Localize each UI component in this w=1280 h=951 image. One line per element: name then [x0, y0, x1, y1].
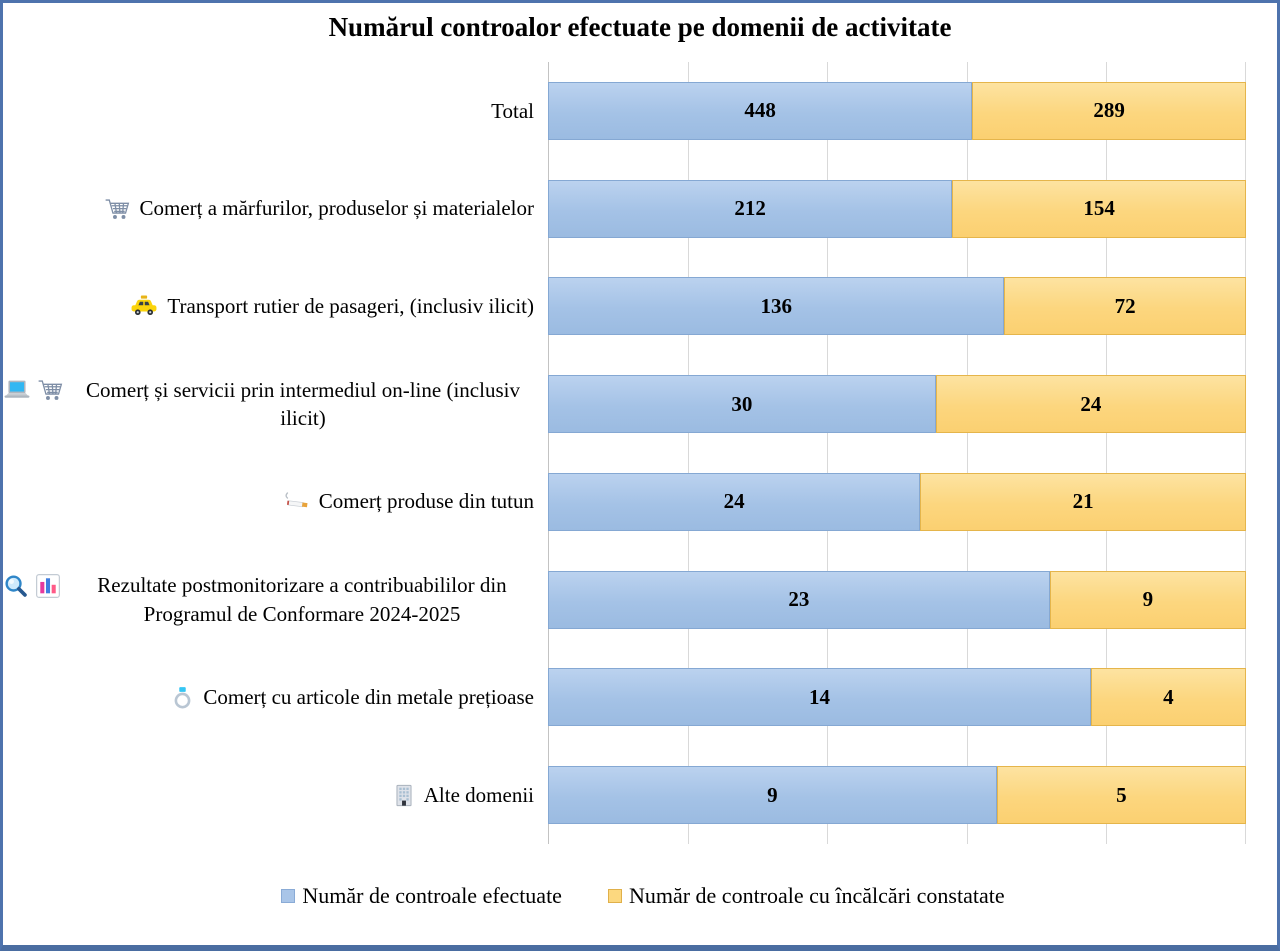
value-label: 9 [767, 782, 778, 807]
chart-title: Numărul controalor efectuate pe domenii … [328, 12, 952, 42]
stacked-bar: 24 21 [548, 472, 1246, 531]
chart-row-postmonitorizare: Rezultate postmonitorizare a contribuabi… [3, 551, 1277, 649]
legend-swatch-blue [281, 889, 296, 903]
bar-band: 448 289 [548, 81, 1246, 140]
chart-row-alte-domenii: Alte domenii 9 5 [3, 746, 1277, 844]
value-label: 72 [1114, 293, 1136, 318]
bar-band: 136 72 [548, 277, 1246, 336]
bar-segment-incalcari: 21 [920, 472, 1246, 531]
bar-segment-efectuate: 136 [548, 277, 1005, 336]
bar-band: 24 21 [548, 472, 1246, 531]
chart-row-comert-marfuri: Comerț a mărfurilor, produselor și mater… [3, 160, 1277, 258]
gridlines [548, 62, 1246, 844]
value-label: 212 [734, 196, 766, 221]
gridline-20 [687, 62, 689, 844]
category-icons [3, 376, 63, 405]
category-label: Comerț cu articole din metale prețioase [3, 683, 548, 712]
bar-segment-efectuate: 30 [548, 375, 936, 434]
stacked-bar: 136 72 [548, 277, 1246, 336]
stacked-bar: 14 4 [548, 668, 1246, 727]
value-label: 21 [1072, 489, 1094, 514]
bar-segment-incalcari: 154 [952, 179, 1246, 238]
category-icons [393, 781, 415, 810]
chart-row-tutun: Comerț produse din tutun 24 21 [3, 453, 1277, 551]
category-label: Transport rutier de pasageri, (inclusiv … [3, 292, 548, 321]
bar-segment-efectuate: 9 [548, 766, 997, 825]
category-icons [171, 683, 194, 712]
legend-swatch-yellow [607, 889, 622, 903]
gridline-80 [1106, 62, 1108, 844]
plot-area: Total 448 289 [3, 62, 1277, 844]
value-label: 289 [1093, 98, 1125, 123]
category-icons [282, 487, 310, 516]
bar-segment-incalcari: 24 [935, 375, 1246, 434]
value-label: 14 [808, 684, 830, 709]
office-building-icon [396, 784, 412, 806]
gridline-100 [1245, 62, 1246, 844]
bar-segment-efectuate: 448 [548, 81, 973, 140]
ring-icon [174, 687, 191, 709]
category-label: Total [491, 98, 534, 123]
bar-band: 212 154 [548, 179, 1246, 238]
gridline-60 [966, 62, 968, 844]
chart-row-metale-pretioase: Comerț cu articole din metale prețioase … [3, 649, 1277, 747]
stacked-bar: 448 289 [548, 81, 1246, 140]
bar-segment-incalcari: 72 [1004, 277, 1246, 336]
category-label: Comerț a mărfurilor, produselor și mater… [3, 194, 548, 223]
bar-segment-incalcari: 4 [1090, 668, 1246, 727]
value-label: 24 [723, 489, 745, 514]
value-label: 4 [1163, 684, 1174, 709]
stacked-bar: 23 9 [548, 570, 1246, 629]
shopping-cart-icon [38, 380, 63, 400]
value-label: 9 [1142, 587, 1154, 612]
stacked-bar: 30 24 [548, 375, 1246, 434]
bar-band: 23 9 [548, 570, 1246, 629]
magnifier-icon [5, 575, 27, 597]
value-label: 30 [731, 391, 753, 416]
chart-row-comert-online: Comerț și servicii prin intermediul on-l… [3, 355, 1277, 453]
category-icons [130, 292, 158, 321]
chart-row-total: Total 448 289 [3, 62, 1277, 160]
bar-segment-efectuate: 212 [548, 179, 953, 238]
value-label: 5 [1116, 782, 1127, 807]
bar-band: 14 4 [548, 668, 1246, 727]
taxi-icon [131, 295, 157, 316]
bar-chart-icon [36, 573, 60, 598]
bar-band: 30 24 [548, 375, 1246, 434]
category-label: Alte domenii [3, 781, 548, 810]
bar-segment-incalcari: 5 [996, 766, 1246, 825]
value-label: 448 [744, 98, 776, 123]
value-label: 136 [760, 293, 792, 318]
value-label: 154 [1083, 196, 1115, 221]
bar-segment-efectuate: 24 [548, 472, 921, 531]
bar-segment-incalcari: 289 [972, 81, 1246, 140]
bar-segment-efectuate: 23 [548, 570, 1050, 629]
laptop-icon [4, 380, 30, 398]
cigarette-icon [285, 492, 308, 508]
value-label: 23 [788, 587, 810, 612]
category-axis-line [548, 62, 549, 844]
value-label: 24 [1080, 391, 1102, 416]
shopping-cart-icon [106, 199, 130, 219]
chart-row-transport: Transport rutier de pasageri, (inclusiv … [3, 258, 1277, 356]
legend-label: Număr de controale efectuate [302, 883, 562, 908]
category-label: Comerț și servicii prin intermediul on-l… [3, 376, 548, 433]
category-label: Rezultate postmonitorizare a contribuabi… [3, 571, 548, 628]
legend: Număr de controale efectuate Număr de co… [3, 883, 1277, 909]
category-icons [3, 571, 61, 600]
category-icons [104, 194, 130, 223]
stacked-bar: 9 5 [548, 766, 1246, 825]
gridline-40 [827, 62, 829, 844]
legend-item-incalcari: Număr de controale cu încălcări constata… [607, 883, 1005, 909]
bar-band: 9 5 [548, 766, 1246, 825]
bar-segment-efectuate: 14 [548, 668, 1091, 727]
chart-rows: Total 448 289 [3, 62, 1277, 844]
stacked-bar: 212 154 [548, 179, 1246, 238]
category-label: Comerț produse din tutun [3, 487, 548, 516]
bar-segment-incalcari: 9 [1049, 570, 1246, 629]
legend-item-efectuate: Număr de controale efectuate [281, 883, 562, 909]
legend-label: Număr de controale cu încălcări constata… [628, 883, 1005, 908]
